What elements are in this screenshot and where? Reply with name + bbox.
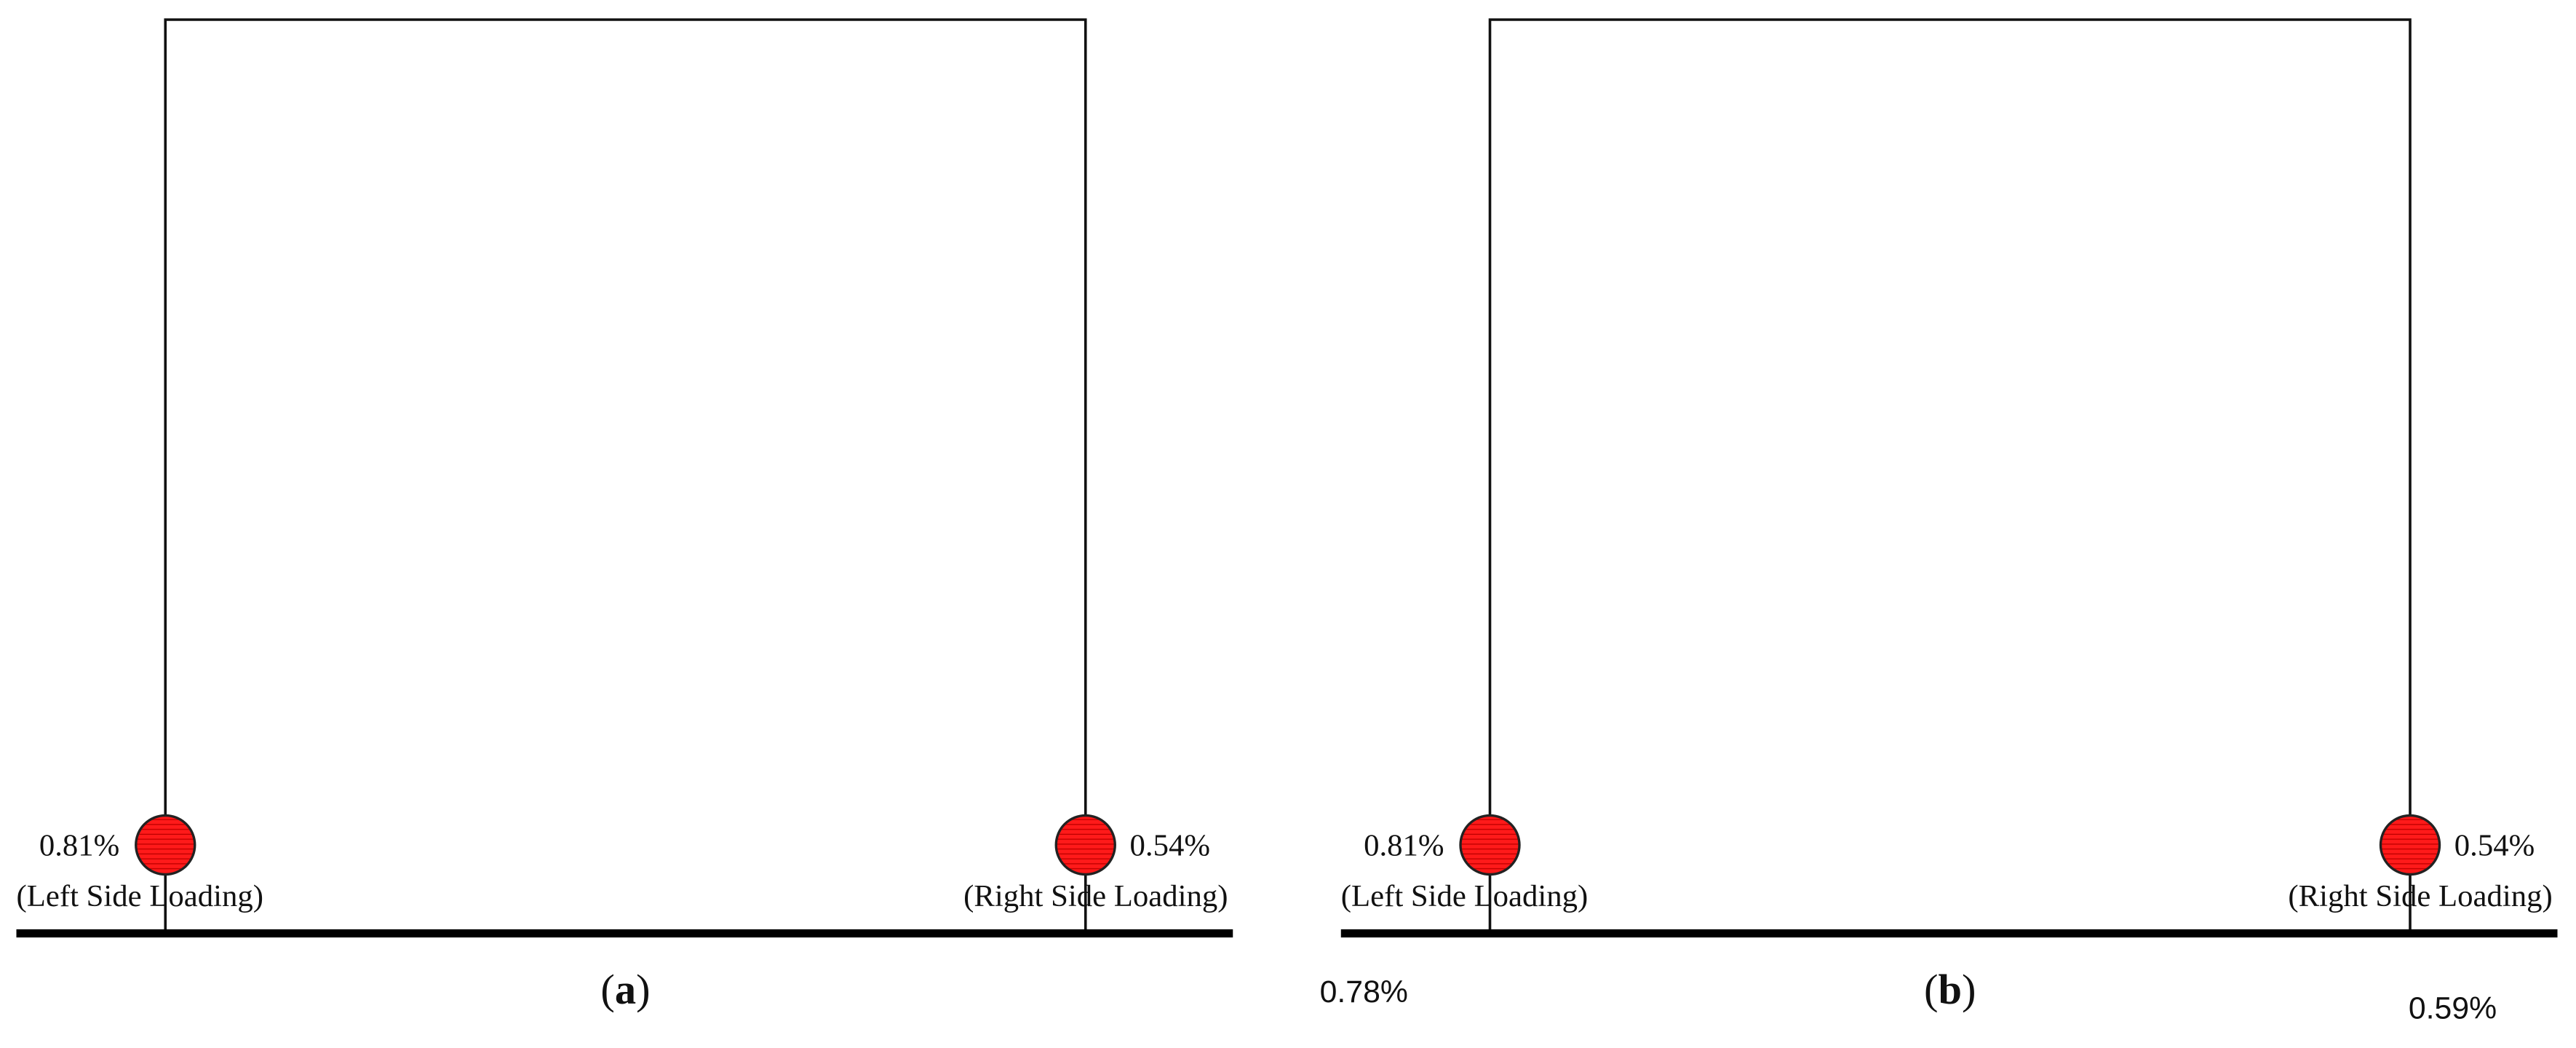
left-value: 0.81% <box>1364 828 1444 862</box>
panel-label-open: ( <box>600 966 614 1013</box>
left-caption: (Left Side Loading) <box>1341 879 1589 913</box>
panel-label-letter: b <box>1938 966 1962 1013</box>
loading-point <box>2379 814 2441 876</box>
left-caption: (Left Side Loading) <box>17 879 264 913</box>
right-value: 0.54% <box>2454 828 2535 862</box>
loading-point <box>1459 814 1521 876</box>
frame <box>164 18 1087 934</box>
loading-point <box>1054 814 1116 876</box>
panel-label-close: ) <box>1962 966 1976 1013</box>
panel-label: (b) <box>1924 966 1976 1013</box>
extra-label: 0.78% <box>1320 974 1408 1009</box>
panel-label-open: ( <box>1924 966 1938 1013</box>
frame <box>1488 18 2412 934</box>
right-caption: (Right Side Loading) <box>963 879 1228 913</box>
right-caption: (Right Side Loading) <box>2288 879 2552 913</box>
loading-point <box>135 814 196 876</box>
panel-label-letter: a <box>615 966 636 1013</box>
left-value: 0.81% <box>39 828 119 862</box>
panel-label-close: ) <box>636 966 650 1013</box>
panel-label: (a) <box>600 966 650 1013</box>
extra-label: 0.59% <box>2409 991 2497 1026</box>
right-value: 0.54% <box>1130 828 1210 862</box>
